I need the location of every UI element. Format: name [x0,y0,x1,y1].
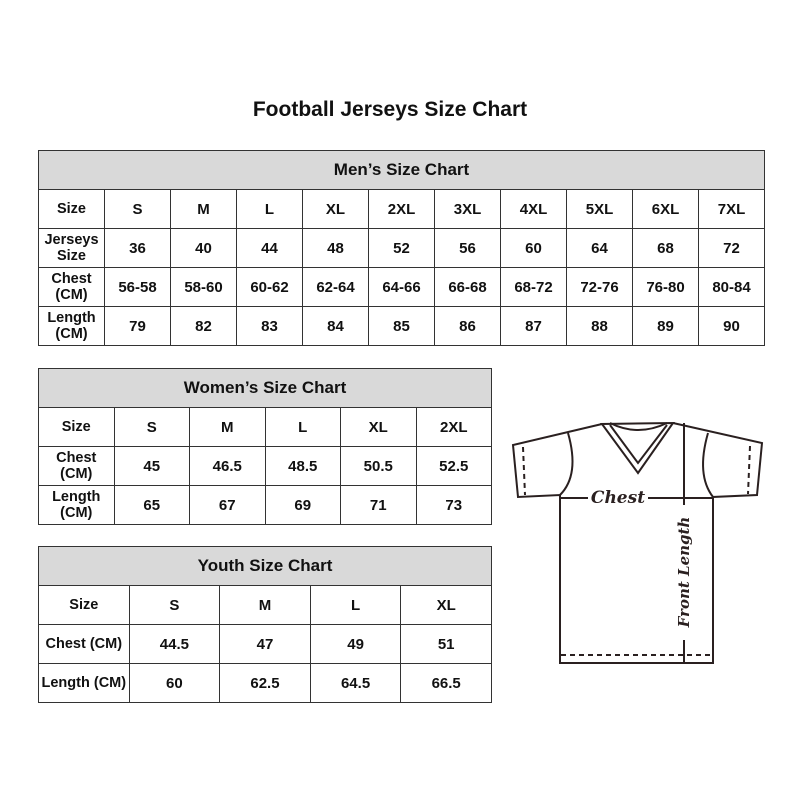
table-cell: 7XL [698,189,765,229]
table-cell: 66.5 [400,663,492,703]
table-cell: L [264,407,341,447]
table-cell: 40 [170,228,237,268]
table-cell: 83 [236,306,303,346]
table-cell: 47 [219,624,311,664]
table-cell: 71 [340,485,417,525]
youth-size-table: Youth Size Chart Size S M L XL Chest (CM) 44.5 4… [38,546,492,703]
table-cell: 90 [698,306,765,346]
table-cell: 72 [698,228,765,268]
table-cell: L [236,189,303,229]
table-cell: 36 [104,228,171,268]
row-label: Length (CM) [38,485,115,525]
table-cell: S [113,407,190,447]
youth-table-title: Youth Size Chart [38,546,492,586]
table-cell: 2XL [415,407,492,447]
table-row: Jerseys Size 36 40 44 48 52 56 60 64 68 72 [38,228,765,268]
table-cell: 88 [566,306,633,346]
front-length-label: Front Length [675,517,693,629]
table-cell: 45 [113,446,190,486]
table-cell: 86 [434,306,501,346]
table-cell: 5XL [566,189,633,229]
table-cell: 69 [264,485,341,525]
table-cell: 89 [632,306,699,346]
women-size-table: Women’s Size Chart Size S M L XL 2XL Chest (CM)… [38,368,492,525]
table-cell: S [128,585,221,625]
table-cell: 68 [632,228,699,268]
men-table-title: Men’s Size Chart [38,150,765,190]
table-row: Length (CM) 79 82 83 84 85 86 87 88 89 90 [38,306,765,346]
table-row: Size S M L XL 2XL [38,407,492,447]
chest-label: Chest [591,488,645,508]
table-cell: 62.5 [219,663,311,703]
table-cell: M [219,585,311,625]
row-label: Length (CM) [38,663,130,703]
table-cell: 6XL [632,189,699,229]
table-row: Length (CM) 65 67 69 71 73 [38,485,492,525]
row-label: Size [38,407,115,447]
men-size-table: Men’s Size Chart Size S M L XL 2XL 3XL 4XL 5XL 6XL… [38,150,765,346]
table-cell: 58-60 [170,267,237,307]
page-title: Football Jerseys Size Chart [252,98,528,121]
table-row: Chest (CM) 45 46.5 48.5 50.5 52.5 [38,446,492,486]
jersey-outline [511,421,764,664]
table-row: Size S M L XL [38,585,492,625]
table-cell: 85 [368,306,435,346]
row-label: Chest (CM) [38,446,115,486]
table-cell: 76-80 [632,267,699,307]
table-cell: XL [400,585,492,625]
table-cell: XL [340,407,417,447]
table-cell: 67 [189,485,266,525]
table-cell: 60 [500,228,567,268]
table-cell: 48.5 [264,446,341,486]
table-cell: 87 [500,306,567,346]
table-cell: 46.5 [189,446,266,486]
table-cell: 49 [309,624,402,664]
table-row: Chest (CM) 56-58 58-60 60-62 62-64 64-66 66-68… [38,267,765,307]
row-label: Length (CM) [38,306,105,346]
table-cell: 79 [104,306,171,346]
table-row: Chest (CM) 44.5 47 49 51 [38,624,492,664]
table-cell: 44.5 [128,624,221,664]
table-cell: 64 [566,228,633,268]
table-cell: 52.5 [415,446,492,486]
table-cell: 44 [236,228,303,268]
row-label: Chest (CM) [38,624,130,664]
table-row: Length (CM) 60 62.5 64.5 66.5 [38,663,492,703]
table-cell: 56-58 [104,267,171,307]
table-cell: 60 [128,663,221,703]
table-cell: 80-84 [698,267,765,307]
table-cell: 84 [302,306,369,346]
table-cell: 68-72 [500,267,567,307]
table-cell: 65 [113,485,190,525]
table-cell: 73 [415,485,492,525]
table-cell: XL [302,189,369,229]
table-row: Size S M L XL 2XL 3XL 4XL 5XL 6XL 7XL [38,189,765,229]
